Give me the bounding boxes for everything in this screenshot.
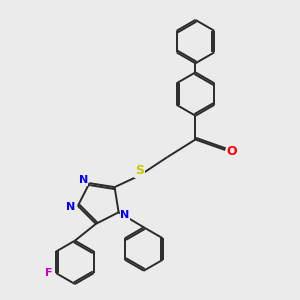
Text: N: N — [66, 202, 75, 212]
Text: N: N — [79, 175, 88, 185]
Text: N: N — [120, 210, 130, 220]
Text: S: S — [135, 164, 144, 178]
Text: O: O — [227, 145, 238, 158]
Text: F: F — [45, 268, 53, 278]
